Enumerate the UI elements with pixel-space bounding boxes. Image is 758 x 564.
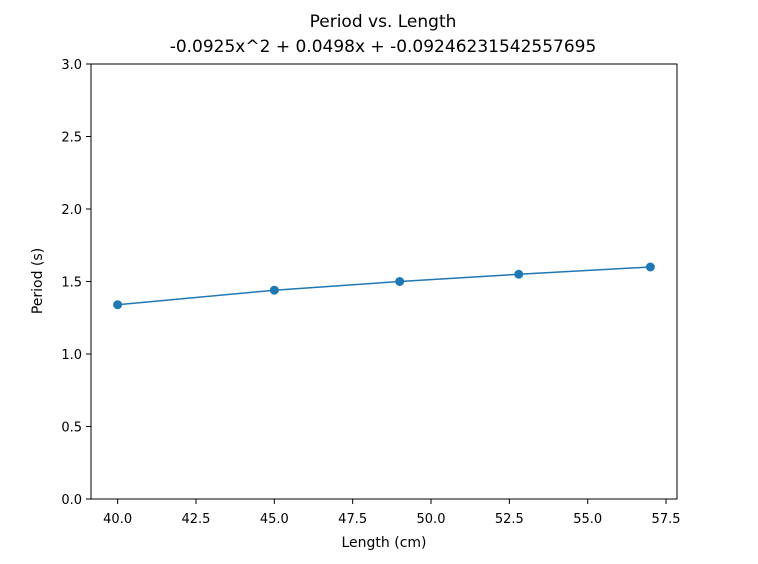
x-tick-label: 57.5 [652,512,681,527]
x-tick-label: 47.5 [338,512,367,527]
data-point [514,269,524,279]
y-tick-label: 2.0 [61,203,82,218]
x-tick-label: 52.5 [495,512,524,527]
data-point [269,285,279,295]
x-axis-ticks: 40.0 42.5 45.0 47.5 50.0 52.5 55.0 57.5 [103,499,681,527]
y-tick-label: 3.0 [61,58,82,73]
x-tick-label: 40.0 [103,512,132,527]
x-tick-label: 55.0 [573,512,602,527]
y-tick-label: 0.0 [61,493,82,508]
data-point [113,300,123,310]
data-point [645,262,655,272]
data-point [395,277,405,286]
plot-frame [90,63,678,500]
chart-subtitle: -0.0925x^2 + 0.0498x + -0.09246231542557… [170,37,597,57]
series-layer [113,262,655,310]
x-tick-label: 50.0 [417,512,446,527]
y-axis-label: Period (s) [30,248,46,314]
x-tick-label: 42.5 [182,512,211,527]
y-tick-label: 2.5 [61,131,82,146]
y-tick-label: 1.5 [61,276,82,291]
y-tick-label: 1.0 [61,348,82,363]
series-line [117,266,651,306]
y-tick-label: 0.5 [61,421,82,436]
chart-title: Period vs. Length [310,12,457,32]
x-tick-label: 45.0 [260,512,289,527]
y-axis-ticks: 0.0 0.5 1.0 1.5 2.0 2.5 3.0 [61,58,91,508]
x-axis-label: Length (cm) [342,535,427,551]
